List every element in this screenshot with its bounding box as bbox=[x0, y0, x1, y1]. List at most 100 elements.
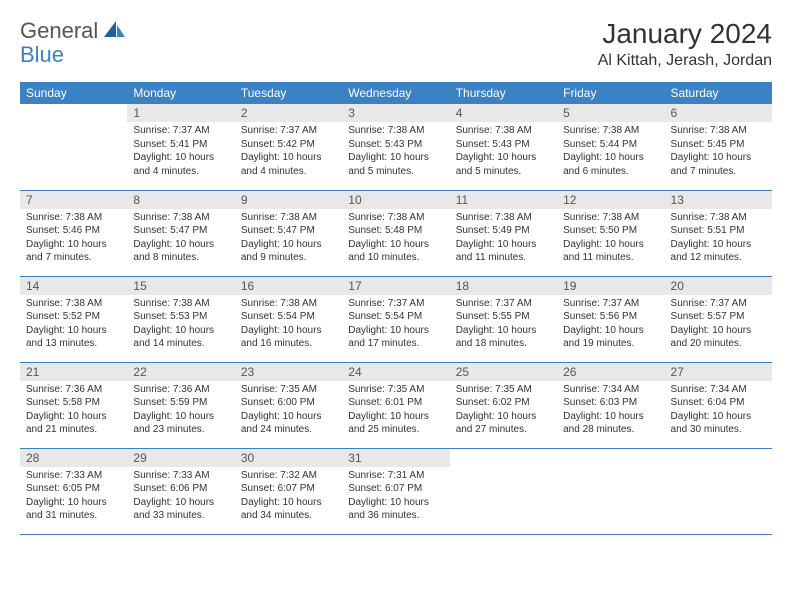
daylight-text: Daylight: 10 hours and 6 minutes. bbox=[563, 151, 658, 178]
day-number: 16 bbox=[235, 277, 342, 295]
sunrise-text: Sunrise: 7:38 AM bbox=[241, 297, 336, 311]
sunrise-text: Sunrise: 7:37 AM bbox=[671, 297, 766, 311]
sunset-text: Sunset: 5:45 PM bbox=[671, 138, 766, 152]
day-details: Sunrise: 7:34 AMSunset: 6:03 PMDaylight:… bbox=[557, 381, 664, 441]
sunset-text: Sunset: 5:43 PM bbox=[348, 138, 443, 152]
sunset-text: Sunset: 6:02 PM bbox=[456, 396, 551, 410]
day-details: Sunrise: 7:32 AMSunset: 6:07 PMDaylight:… bbox=[235, 467, 342, 527]
calendar-cell bbox=[450, 448, 557, 534]
day-number: 26 bbox=[557, 363, 664, 381]
calendar-cell: 19Sunrise: 7:37 AMSunset: 5:56 PMDayligh… bbox=[557, 276, 664, 362]
calendar-cell: 29Sunrise: 7:33 AMSunset: 6:06 PMDayligh… bbox=[127, 448, 234, 534]
calendar-cell bbox=[665, 448, 772, 534]
day-details: Sunrise: 7:36 AMSunset: 5:59 PMDaylight:… bbox=[127, 381, 234, 441]
daylight-text: Daylight: 10 hours and 11 minutes. bbox=[456, 238, 551, 265]
calendar-cell: 26Sunrise: 7:34 AMSunset: 6:03 PMDayligh… bbox=[557, 362, 664, 448]
calendar-cell: 16Sunrise: 7:38 AMSunset: 5:54 PMDayligh… bbox=[235, 276, 342, 362]
daylight-text: Daylight: 10 hours and 4 minutes. bbox=[133, 151, 228, 178]
day-details: Sunrise: 7:38 AMSunset: 5:44 PMDaylight:… bbox=[557, 122, 664, 182]
calendar-cell: 23Sunrise: 7:35 AMSunset: 6:00 PMDayligh… bbox=[235, 362, 342, 448]
calendar-table: SundayMondayTuesdayWednesdayThursdayFrid… bbox=[20, 82, 772, 535]
calendar-cell: 13Sunrise: 7:38 AMSunset: 5:51 PMDayligh… bbox=[665, 190, 772, 276]
day-number: 22 bbox=[127, 363, 234, 381]
daylight-text: Daylight: 10 hours and 25 minutes. bbox=[348, 410, 443, 437]
sunset-text: Sunset: 5:46 PM bbox=[26, 224, 121, 238]
calendar-cell: 31Sunrise: 7:31 AMSunset: 6:07 PMDayligh… bbox=[342, 448, 449, 534]
day-details: Sunrise: 7:33 AMSunset: 6:05 PMDaylight:… bbox=[20, 467, 127, 527]
sunrise-text: Sunrise: 7:38 AM bbox=[456, 124, 551, 138]
calendar-cell: 15Sunrise: 7:38 AMSunset: 5:53 PMDayligh… bbox=[127, 276, 234, 362]
day-details: Sunrise: 7:34 AMSunset: 6:04 PMDaylight:… bbox=[665, 381, 772, 441]
calendar-cell bbox=[557, 448, 664, 534]
day-number: 30 bbox=[235, 449, 342, 467]
daylight-text: Daylight: 10 hours and 11 minutes. bbox=[563, 238, 658, 265]
day-details: Sunrise: 7:38 AMSunset: 5:47 PMDaylight:… bbox=[127, 209, 234, 269]
sunrise-text: Sunrise: 7:37 AM bbox=[133, 124, 228, 138]
calendar-cell: 25Sunrise: 7:35 AMSunset: 6:02 PMDayligh… bbox=[450, 362, 557, 448]
calendar-cell: 10Sunrise: 7:38 AMSunset: 5:48 PMDayligh… bbox=[342, 190, 449, 276]
day-number: 18 bbox=[450, 277, 557, 295]
sunset-text: Sunset: 5:44 PM bbox=[563, 138, 658, 152]
calendar-cell: 18Sunrise: 7:37 AMSunset: 5:55 PMDayligh… bbox=[450, 276, 557, 362]
sunrise-text: Sunrise: 7:38 AM bbox=[456, 211, 551, 225]
calendar-cell: 21Sunrise: 7:36 AMSunset: 5:58 PMDayligh… bbox=[20, 362, 127, 448]
daylight-text: Daylight: 10 hours and 27 minutes. bbox=[456, 410, 551, 437]
sunset-text: Sunset: 5:42 PM bbox=[241, 138, 336, 152]
month-title: January 2024 bbox=[598, 18, 772, 50]
sunset-text: Sunset: 5:47 PM bbox=[133, 224, 228, 238]
daylight-text: Daylight: 10 hours and 20 minutes. bbox=[671, 324, 766, 351]
sunrise-text: Sunrise: 7:33 AM bbox=[26, 469, 121, 483]
day-details: Sunrise: 7:36 AMSunset: 5:58 PMDaylight:… bbox=[20, 381, 127, 441]
calendar-body: 1Sunrise: 7:37 AMSunset: 5:41 PMDaylight… bbox=[20, 104, 772, 534]
sunrise-text: Sunrise: 7:38 AM bbox=[671, 211, 766, 225]
daylight-text: Daylight: 10 hours and 7 minutes. bbox=[26, 238, 121, 265]
day-details: Sunrise: 7:37 AMSunset: 5:54 PMDaylight:… bbox=[342, 295, 449, 355]
calendar-cell: 4Sunrise: 7:38 AMSunset: 5:43 PMDaylight… bbox=[450, 104, 557, 190]
sunrise-text: Sunrise: 7:38 AM bbox=[133, 211, 228, 225]
day-details: Sunrise: 7:37 AMSunset: 5:41 PMDaylight:… bbox=[127, 122, 234, 182]
sunset-text: Sunset: 6:01 PM bbox=[348, 396, 443, 410]
daylight-text: Daylight: 10 hours and 31 minutes. bbox=[26, 496, 121, 523]
daylight-text: Daylight: 10 hours and 8 minutes. bbox=[133, 238, 228, 265]
day-number: 9 bbox=[235, 191, 342, 209]
sunrise-text: Sunrise: 7:38 AM bbox=[26, 297, 121, 311]
logo-text-blue: Blue bbox=[20, 42, 64, 67]
sunrise-text: Sunrise: 7:38 AM bbox=[671, 124, 766, 138]
sunset-text: Sunset: 5:56 PM bbox=[563, 310, 658, 324]
day-number: 27 bbox=[665, 363, 772, 381]
daylight-text: Daylight: 10 hours and 14 minutes. bbox=[133, 324, 228, 351]
weekday-header: Saturday bbox=[665, 82, 772, 104]
sunset-text: Sunset: 5:54 PM bbox=[241, 310, 336, 324]
sunrise-text: Sunrise: 7:38 AM bbox=[348, 211, 443, 225]
day-number: 4 bbox=[450, 104, 557, 122]
sunset-text: Sunset: 5:53 PM bbox=[133, 310, 228, 324]
day-details: Sunrise: 7:38 AMSunset: 5:50 PMDaylight:… bbox=[557, 209, 664, 269]
sunrise-text: Sunrise: 7:36 AM bbox=[133, 383, 228, 397]
daylight-text: Daylight: 10 hours and 17 minutes. bbox=[348, 324, 443, 351]
day-details: Sunrise: 7:37 AMSunset: 5:56 PMDaylight:… bbox=[557, 295, 664, 355]
sunset-text: Sunset: 5:50 PM bbox=[563, 224, 658, 238]
weekday-header: Tuesday bbox=[235, 82, 342, 104]
day-details: Sunrise: 7:37 AMSunset: 5:55 PMDaylight:… bbox=[450, 295, 557, 355]
daylight-text: Daylight: 10 hours and 19 minutes. bbox=[563, 324, 658, 351]
calendar-cell bbox=[20, 104, 127, 190]
daylight-text: Daylight: 10 hours and 10 minutes. bbox=[348, 238, 443, 265]
daylight-text: Daylight: 10 hours and 28 minutes. bbox=[563, 410, 658, 437]
daylight-text: Daylight: 10 hours and 30 minutes. bbox=[671, 410, 766, 437]
daylight-text: Daylight: 10 hours and 18 minutes. bbox=[456, 324, 551, 351]
day-number: 20 bbox=[665, 277, 772, 295]
day-number: 8 bbox=[127, 191, 234, 209]
day-details: Sunrise: 7:38 AMSunset: 5:52 PMDaylight:… bbox=[20, 295, 127, 355]
weekday-header: Thursday bbox=[450, 82, 557, 104]
daylight-text: Daylight: 10 hours and 23 minutes. bbox=[133, 410, 228, 437]
daylight-text: Daylight: 10 hours and 34 minutes. bbox=[241, 496, 336, 523]
calendar-cell: 7Sunrise: 7:38 AMSunset: 5:46 PMDaylight… bbox=[20, 190, 127, 276]
weekday-header: Friday bbox=[557, 82, 664, 104]
day-details: Sunrise: 7:38 AMSunset: 5:53 PMDaylight:… bbox=[127, 295, 234, 355]
day-details: Sunrise: 7:35 AMSunset: 6:01 PMDaylight:… bbox=[342, 381, 449, 441]
sunset-text: Sunset: 5:52 PM bbox=[26, 310, 121, 324]
sunrise-text: Sunrise: 7:38 AM bbox=[563, 124, 658, 138]
day-details: Sunrise: 7:35 AMSunset: 6:02 PMDaylight:… bbox=[450, 381, 557, 441]
sunrise-text: Sunrise: 7:37 AM bbox=[456, 297, 551, 311]
sunrise-text: Sunrise: 7:33 AM bbox=[133, 469, 228, 483]
